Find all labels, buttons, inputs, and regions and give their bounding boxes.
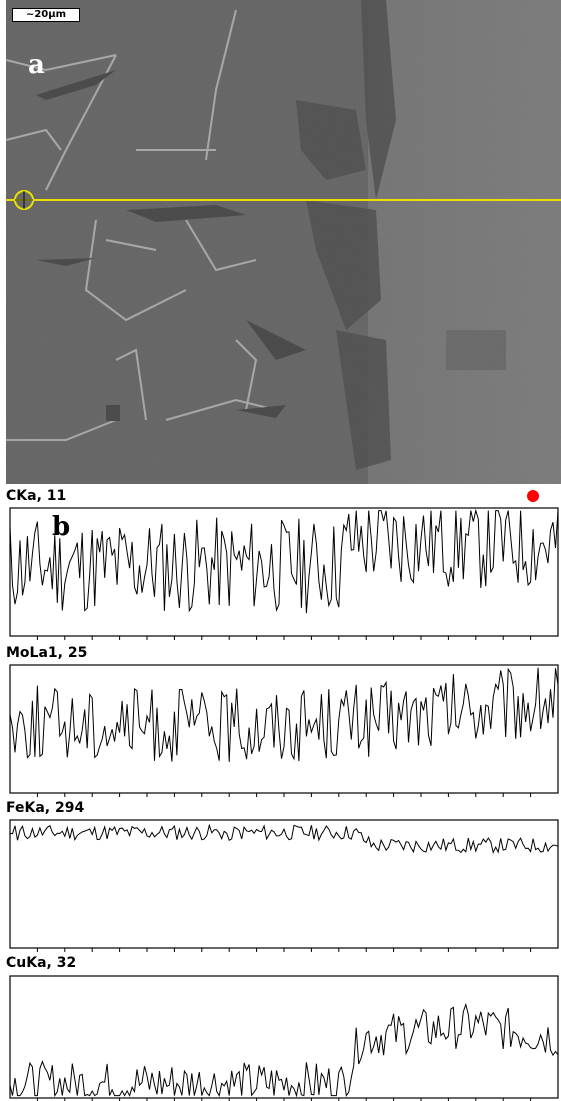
profile-line-c [9, 508, 559, 614]
profile-line-cu [9, 1002, 559, 1098]
profile-frame-fe [9, 819, 559, 949]
micrograph-texture [6, 0, 561, 484]
scale-bar: ~20µm [12, 8, 80, 22]
profile-frame-c [9, 507, 559, 637]
profile-title-mo: MoLa1, 25 [6, 645, 88, 661]
profile-title-c: CKa, 11 [6, 488, 67, 504]
red-marker-dot [527, 490, 539, 502]
panel-label-b: b [52, 512, 71, 542]
profile-line-mo [9, 667, 559, 762]
profile-frame-mo [9, 664, 559, 794]
profile-title-cu: CuKa, 32 [6, 955, 77, 971]
profile-title-fe: FeKa, 294 [6, 800, 85, 816]
panel-label-a: a [28, 50, 45, 80]
sem-micrograph: ~20µm a [6, 0, 561, 484]
profile-frame-cu [9, 975, 559, 1099]
profile-line-fe [9, 823, 559, 855]
